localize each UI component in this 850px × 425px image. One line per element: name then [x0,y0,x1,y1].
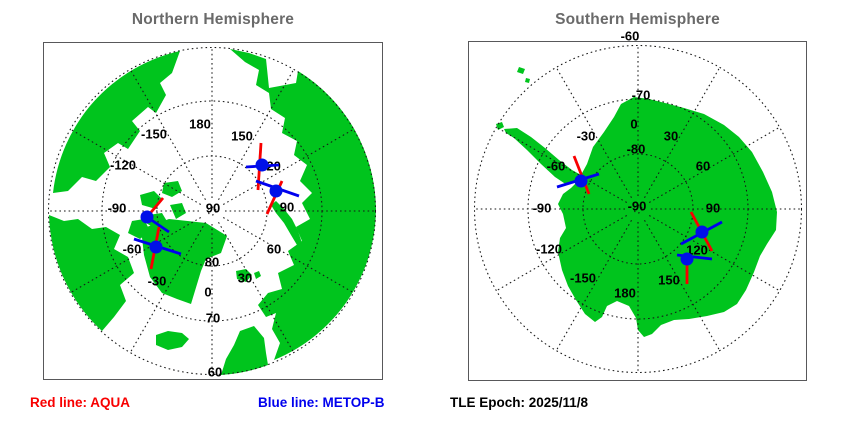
svalbard-islands [236,269,261,282]
meridian-line [555,219,632,351]
satellite-position-dot [255,158,269,172]
south-graticule [473,44,803,374]
graticule-label: 150 [658,273,680,288]
graticule-label: 120 [686,243,708,258]
latitude-circle [473,44,803,374]
pole-circle [207,206,217,216]
meridian-line [644,67,721,199]
graticule-label: -30 [577,129,596,144]
graticule-label: -120 [110,158,136,173]
meridian-line [70,217,202,294]
satellite-position-dot [695,225,709,239]
south-labels: 0 30 60 90 120 150 180 -150 -120 -90 -60 -30 -60 -70 -… [533,29,721,301]
graticule-label: -60 [123,242,142,257]
meridian-line [218,221,295,353]
graticule-label: -90 [108,201,127,216]
meridian-line [648,215,780,292]
graticule-label: 60 [208,365,222,380]
south-land [496,67,777,337]
pole-circle [633,204,643,214]
graticule-label: 180 [189,117,211,132]
tle-epoch-label: TLE Epoch: 2025/11/8 [450,395,589,410]
graticule-label: 30 [238,271,252,286]
legend-metopb-label: Blue line: METOP-B [258,395,385,410]
graticule-label: 0 [204,285,211,300]
graticule-label: 180 [614,286,636,301]
graticule-label: -150 [570,271,596,286]
graticule-label: -120 [536,242,562,257]
latitude-circle [47,46,377,376]
north-plot-frame: 180 150 120 90 60 30 0 -30 -60 -90 -120 -150 90 80 70 6… [43,42,383,380]
graticule-label: 90 [206,201,220,216]
north-markers [133,142,300,270]
arctic-archipelago-islands [128,181,186,239]
graticule-label: 60 [696,159,710,174]
iceland-island [156,331,189,350]
meridian-line [70,128,202,205]
meridian-line [218,69,295,201]
greenland-landmass [141,219,227,304]
eurasia-landmass [230,49,376,360]
satellite-position-dot [140,210,154,224]
graticule-label: -90 [533,201,552,216]
satellite-position-dot [149,240,163,254]
south-markers [556,155,723,284]
north-plot-title: Northern Hemisphere [131,11,295,28]
graticule-label: 90 [280,200,294,215]
legend-aqua-label: Red line: AQUA [30,395,131,410]
south-plot-frame: 0 30 60 90 120 150 180 -150 -120 -90 -60 -30 -60 -70 -… [468,29,807,381]
meridian-line [222,128,354,205]
graticule-label: -60 [547,159,566,174]
satellite-position-dot [269,184,283,198]
scandinavia-landmass [221,326,268,375]
graticule-label: 60 [267,242,281,257]
satellite-position-dot [680,252,694,266]
graticule-label: -30 [148,274,167,289]
graticule-label: 30 [664,129,678,144]
south-plot-title: Southern Hemisphere [555,11,720,28]
meridian-line [555,67,632,199]
graticule-label: -90 [628,199,647,214]
graticule-label: -80 [627,142,646,157]
graticule-label: -150 [141,127,167,142]
meridian-line [644,219,721,351]
meridian-line [222,217,354,294]
canada-landmass [49,215,134,331]
graticule-label: -70 [632,88,651,103]
graticule-label: 80 [205,255,219,270]
meridian-line [496,215,628,292]
antarctica-landmass [504,97,777,337]
south-map-svg: 0 30 60 90 120 150 180 -150 -120 -90 -60 -30 -60 -70 -… [473,29,803,374]
meridian-line [648,126,780,203]
graticule-label: 70 [206,311,220,326]
meridian-line [496,126,628,203]
alaska-chukotka-landmass [53,51,180,193]
north-land [49,49,376,375]
satellite-position-dot [574,174,588,188]
north-map-svg: 1801501209060300-30-60-90-120-1509080706… [47,46,377,380]
graticule-label: -60 [621,29,640,44]
meridian-line [129,221,206,353]
antarctic-islands [496,67,530,130]
north-labels: 1801501209060300-30-60-90-120-1509080706… [108,117,295,380]
graticule-label: 90 [706,201,720,216]
graticule-label: 150 [231,129,253,144]
meridian-line [129,69,206,201]
graticule-label: 0 [630,117,637,132]
novaya-zemlya-islands [271,201,302,245]
